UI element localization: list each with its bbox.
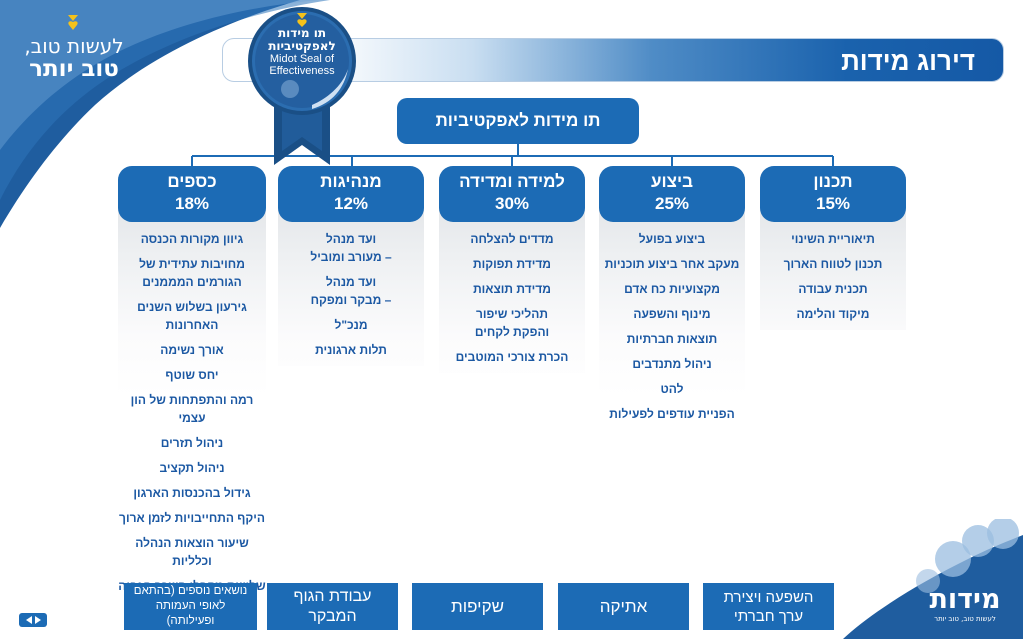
brand-slogan-line2: טוב יותר bbox=[29, 56, 119, 82]
prev-arrow-icon[interactable] bbox=[25, 616, 32, 624]
category-weight: 12% bbox=[333, 194, 369, 213]
category-item: מעקב אחר ביצוע תוכניות bbox=[604, 257, 740, 271]
category-items: גיוון מקורות הכנסה מחויבות עתידית של הגו… bbox=[118, 222, 266, 595]
brand-slogan-line1: לעשות טוב, bbox=[24, 34, 124, 58]
bottom-logo-text: מידות bbox=[929, 584, 1001, 615]
seal-line1: תו מידות bbox=[277, 26, 327, 40]
category-item: מקצועיות כח אדם bbox=[624, 282, 720, 296]
category-header: כספים 18% bbox=[118, 166, 266, 222]
category-items: ביצוע בפועל מעקב אחר ביצוע תוכניות מקצוע… bbox=[599, 222, 745, 423]
category-finance: כספים 18% גיוון מקורות הכנסה מחויבות עתי… bbox=[118, 166, 266, 602]
corner-swoosh-top-left bbox=[0, 0, 330, 228]
topic-social-impact: השפעה ויצירת ערך חברתי bbox=[703, 583, 834, 630]
topic-additional: נושאים נוספים (בהתאם לאופי העמותה ופעילו… bbox=[124, 583, 257, 630]
category-item: תלות ארגונית bbox=[315, 343, 387, 357]
category-item: מדדים להצלחה bbox=[470, 232, 554, 246]
brand-logo: לעשות טוב, טוב יותר bbox=[14, 36, 134, 82]
category-item: תוצאות חברתיות bbox=[626, 332, 718, 346]
category-item: מדידת תוצאות bbox=[473, 282, 551, 296]
category-item: מדידת תפוקות bbox=[472, 257, 552, 271]
category-item: אורך נשימה bbox=[160, 343, 224, 357]
heart-shield-icon bbox=[68, 15, 78, 30]
category-header: ביצוע 25% bbox=[599, 166, 745, 222]
page-title: דירוג מידות bbox=[841, 46, 975, 76]
seal-text: תו מידות לאפקטיביות Midot Seal of Effect… bbox=[249, 26, 355, 78]
category-item: מינוף והשפעה bbox=[633, 307, 711, 321]
category-item: גירעון בשלוש השנים האחרונות bbox=[137, 300, 247, 332]
category-header: מנהיגות 12% bbox=[278, 166, 424, 222]
category-item: מנכ"ל bbox=[334, 318, 368, 332]
topic-label: נושאים נוספים (בהתאם לאופי העמותה ופעילו… bbox=[133, 585, 248, 627]
category-item: גיוון מקורות הכנסה bbox=[140, 232, 244, 246]
category-items: ועד מנהל – מעורב ומוביל ועד מנהל – מבקר … bbox=[278, 222, 424, 359]
topic-label: שקיפות bbox=[450, 596, 505, 616]
category-item: הכרת צורכי המוטבים bbox=[455, 350, 569, 364]
topic-label: עבודת הגוף המבקר bbox=[293, 587, 372, 625]
seal-line4: Effectiveness bbox=[269, 65, 335, 77]
category-item: ועד מנהל – מעורב ומוביל bbox=[310, 232, 392, 264]
category-item: תיאוריית השינוי bbox=[791, 232, 875, 246]
topic-label: אתיקה bbox=[599, 596, 648, 616]
category-item: מיקוד והלימה bbox=[796, 307, 870, 321]
category-name: תכנון bbox=[813, 172, 853, 191]
category-learning-measurement: למידה ומדידה 30% מדדים להצלחה מדידת תפוק… bbox=[439, 166, 585, 373]
category-weight: 15% bbox=[815, 194, 851, 213]
category-item: גידול בהכנסות הארגון bbox=[133, 486, 251, 500]
category-item: ועד מנהל – מבקר ומפקח bbox=[310, 275, 392, 307]
category-name: ביצוע bbox=[650, 172, 693, 191]
seal-line2: לאפקטיביות bbox=[268, 39, 336, 53]
bottom-brand-logo: מידות לעשות טוב, טוב יותר bbox=[922, 585, 1008, 624]
topic-transparency: שקיפות bbox=[412, 583, 543, 630]
root-node: תו מידות לאפקטיביות bbox=[397, 98, 639, 144]
category-name: כספים bbox=[167, 172, 217, 191]
seal-badge-icon bbox=[248, 7, 356, 165]
category-item: מחויבות עתידית של הגורמים המממנים bbox=[139, 257, 245, 289]
category-item: ביצוע בפועל bbox=[638, 232, 706, 246]
category-item: שיעור הוצאות הנהלה וכלליות bbox=[135, 536, 249, 568]
category-item: היקף התחייבויות לזמן ארוך bbox=[119, 511, 265, 525]
category-item: תהליכי שיפור והפקת לקחים bbox=[474, 307, 550, 339]
topic-ethics: אתיקה bbox=[558, 583, 689, 630]
category-name: מנהיגות bbox=[320, 172, 382, 191]
category-item: רמה והתפתחות של הון עצמי bbox=[130, 393, 254, 425]
prev-next-arrows-icon[interactable] bbox=[19, 613, 47, 627]
corner-swoosh-bottom-right bbox=[843, 519, 1023, 639]
root-label: תו מידות לאפקטיביות bbox=[435, 111, 601, 130]
category-items: מדדים להצלחה מדידת תפוקות מדידת תוצאות ת… bbox=[439, 222, 585, 366]
category-item: תכנית עבודה bbox=[798, 282, 868, 296]
category-weight: 25% bbox=[654, 194, 690, 213]
next-arrow-icon[interactable] bbox=[34, 616, 41, 624]
category-item: יחס שוטף bbox=[165, 368, 219, 382]
category-leadership: מנהיגות 12% ועד מנהל – מעורב ומוביל ועד … bbox=[278, 166, 424, 366]
topic-label: השפעה ויצירת ערך חברתי bbox=[723, 588, 814, 625]
category-weight: 18% bbox=[174, 194, 210, 213]
category-item: ניהול תזרים bbox=[160, 436, 224, 450]
category-item: להט bbox=[660, 382, 684, 396]
category-execution: ביצוע 25% ביצוע בפועל מעקב אחר ביצוע תוכ… bbox=[599, 166, 745, 430]
bottom-logo-tagline: לעשות טוב, טוב יותר bbox=[934, 615, 996, 623]
category-item: תכנון לטווח הארוך bbox=[783, 257, 883, 271]
category-header: תכנון 15% bbox=[760, 166, 906, 222]
seal-line3: Midot Seal of bbox=[269, 53, 335, 65]
topic-audit-body: עבודת הגוף המבקר bbox=[267, 583, 398, 630]
category-weight: 30% bbox=[494, 194, 530, 213]
category-items: תיאוריית השינוי תכנון לטווח הארוך תכנית … bbox=[760, 222, 906, 323]
category-item: הפניית עודפים לפעילות bbox=[609, 407, 735, 421]
category-name: למידה ומדידה bbox=[459, 172, 565, 191]
category-item: ניהול מתנדבים bbox=[632, 357, 712, 371]
category-header: למידה ומדידה 30% bbox=[439, 166, 585, 222]
category-planning: תכנון 15% תיאוריית השינוי תכנון לטווח הא… bbox=[760, 166, 906, 330]
category-item: ניהול תקציב bbox=[159, 461, 225, 475]
